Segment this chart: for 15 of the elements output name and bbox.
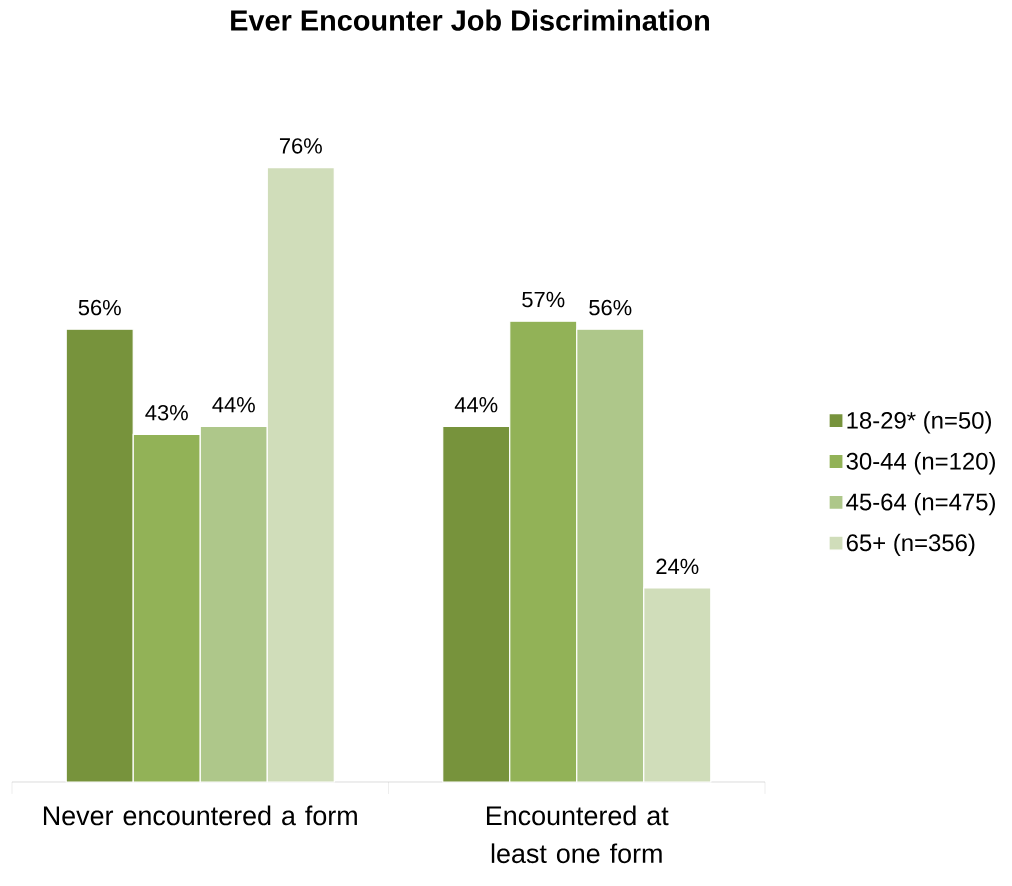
legend-label: 18-29* (n=50) [847,411,991,434]
data-label: 43% [145,404,188,421]
x-tick-label: Never encountered a form [43,805,357,826]
legend-label: 65+ (n=356) [846,533,975,556]
data-label: 76% [279,138,322,154]
x-tick-label: Encountered at least one form [486,805,669,864]
data-label: 24% [656,558,699,575]
data-label: 44% [212,397,255,413]
legend-label: 30-44 (n=120) [846,452,995,475]
data-label: 57% [522,291,565,308]
data-label: 44% [454,397,498,413]
data-label: 56% [78,299,121,316]
legend-label: 45-64 (n=475) [846,492,995,516]
chart-title: Ever Encounter Job Discrimination [231,9,710,31]
data-label: 56% [589,299,632,316]
